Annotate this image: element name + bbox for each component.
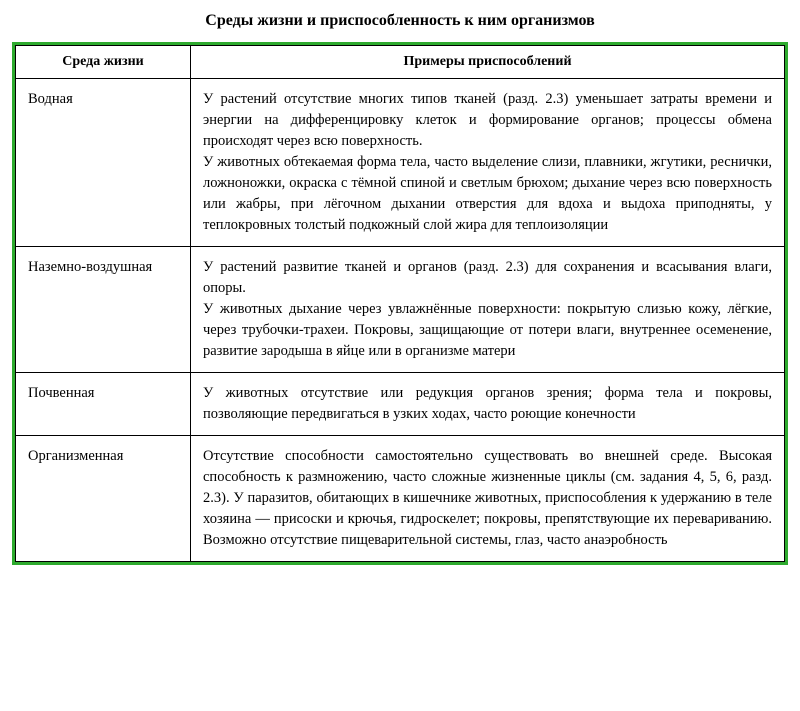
cell-environment: Наземно-воздушная bbox=[16, 247, 191, 373]
cell-environment: Организменная bbox=[16, 436, 191, 562]
cell-examples: У растений отсутствие многих типов ткане… bbox=[191, 79, 785, 247]
table-wrapper: Среда жизни Примеры приспособлений Водна… bbox=[12, 42, 788, 565]
cell-environment: Почвенная bbox=[16, 373, 191, 436]
cell-examples: У животных отсутствие или редукция орган… bbox=[191, 373, 785, 436]
table-row: Водная У растений отсутствие многих типо… bbox=[16, 79, 785, 247]
table-header-row: Среда жизни Примеры приспособлений bbox=[16, 46, 785, 79]
page-title: Среды жизни и приспособленность к ним ор… bbox=[12, 12, 788, 30]
environments-table: Среда жизни Примеры приспособлений Водна… bbox=[15, 45, 785, 562]
col-header-environment: Среда жизни bbox=[16, 46, 191, 79]
table-row: Организменная Отсутствие способности сам… bbox=[16, 436, 785, 562]
table-row: Почвенная У животных отсутствие или реду… bbox=[16, 373, 785, 436]
cell-examples: У растений развитие тканей и органов (ра… bbox=[191, 247, 785, 373]
col-header-examples: Примеры приспособлений bbox=[191, 46, 785, 79]
cell-examples: Отсутствие способности самостоятельно су… bbox=[191, 436, 785, 562]
cell-environment: Водная bbox=[16, 79, 191, 247]
table-row: Наземно-воздушная У растений развитие тк… bbox=[16, 247, 785, 373]
